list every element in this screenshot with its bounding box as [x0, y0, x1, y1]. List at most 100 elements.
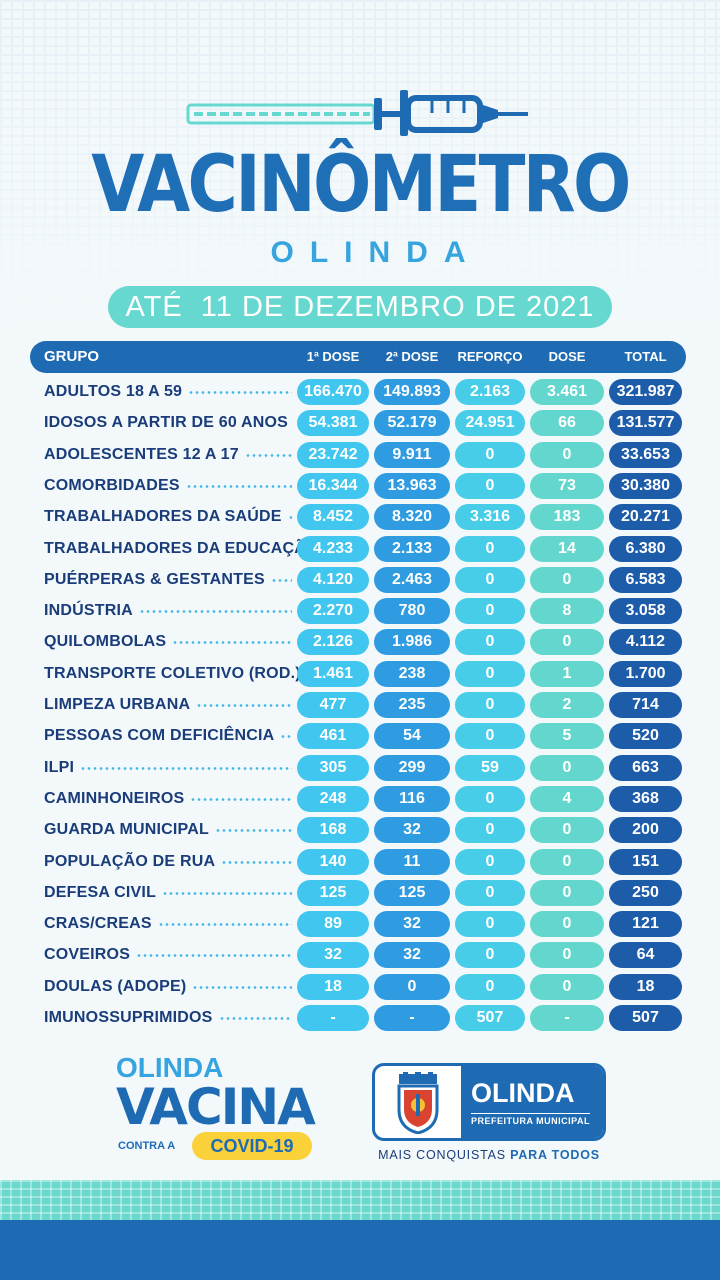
dose1-value: 54.381: [297, 410, 369, 437]
prefeitura-logo: OLINDA PREFEITURA MUNICIPAL: [372, 1063, 606, 1141]
table-row: CAMINHONEIROS 248 116 0 4 368: [0, 785, 720, 813]
dose2-value: 235: [374, 692, 450, 718]
date-badge: ATÉ 11 DE DEZEMBRO DE 2021: [108, 286, 612, 328]
dose1-value: 23.742: [297, 441, 369, 468]
table-row: COMORBIDADES 16.344 13.963 0 73 30.380: [0, 472, 720, 500]
dose-unica-value: 0: [530, 973, 604, 1000]
table-row: PESSOAS COM DEFICIÊNCIA 461 54 0 5 520: [0, 722, 720, 750]
logo-name: OLINDA: [471, 1078, 575, 1108]
dose-unica-value: 66: [530, 410, 604, 437]
leader-dots: [196, 704, 292, 707]
group-label: TRABALHADORES DA SAÚDE: [44, 508, 282, 526]
leader-dots: [162, 891, 292, 895]
table-header: GRUPO 1ª DOSE 2ª DOSE REFORÇO DOSE ÚNICA…: [30, 341, 686, 396]
dose-unica-value: 73: [530, 472, 604, 499]
tagline: MAIS CONQUISTAS PARA TODOS: [372, 1148, 606, 1162]
dose-unica-value: 4: [530, 785, 604, 812]
leader-dots: [245, 453, 292, 457]
header-reforco: REFORÇO: [457, 349, 523, 364]
reforco-value: 507: [455, 1005, 525, 1031]
leader-dots: [219, 1017, 292, 1020]
dose1-value: 16.344: [297, 472, 369, 499]
dose2-value: 13.963: [374, 472, 450, 499]
table-row: ILPI 305 299 59 0 663: [0, 754, 720, 782]
leader-dots: [190, 797, 292, 801]
reforco-value: 0: [455, 942, 525, 969]
reforco-value: 0: [455, 879, 525, 906]
bottom-pattern: [0, 1180, 720, 1220]
total-value: 520: [609, 723, 682, 750]
leader-dots: [139, 610, 292, 614]
dose2-value: 54: [374, 723, 450, 750]
covid-badge: COVID-19: [192, 1132, 312, 1160]
table-row: IDOSOS A PARTIR DE 60 ANOS 54.381 52.179 24…: [0, 409, 720, 437]
date-text: ATÉ 11 DE DEZEMBRO DE 2021: [125, 290, 595, 323]
dose2-value: 780: [374, 598, 450, 625]
group-label: GUARDA MUNICIPAL: [44, 821, 209, 839]
dose-unica-value: 0: [530, 942, 604, 969]
reforco-value: 0: [455, 848, 525, 875]
reforco-value: 0: [455, 472, 525, 499]
dose1-value: 8.452: [297, 504, 369, 531]
dose-unica-value: 0: [530, 629, 604, 656]
campaign-line2: VACINA: [116, 1078, 316, 1136]
leader-dots: [186, 484, 292, 488]
dose1-value: 4.233: [297, 535, 369, 562]
header-dose-unica: DOSE ÚNICA: [546, 349, 587, 396]
dose-unica-value: 183: [530, 504, 604, 531]
table-row: INDÚSTRIA 2.270 780 0 8 3.058: [0, 597, 720, 625]
dose-unica-value: 0: [530, 848, 604, 875]
dose-unica-value: -: [530, 1005, 604, 1031]
leader-dots: [271, 578, 292, 582]
reforco-value: 0: [455, 973, 525, 1000]
table-row: ADOLESCENTES 12 A 17 23.742 9.911 0 0 33.653: [0, 441, 720, 469]
table-row: DEFESA CIVIL 125 125 0 0 250: [0, 879, 720, 907]
dose2-value: 2.133: [374, 535, 450, 562]
reforco-value: 59: [455, 754, 525, 781]
dose2-value: 11: [374, 848, 450, 875]
dose2-value: 0: [374, 973, 450, 1000]
leader-dots: [280, 735, 292, 739]
reforco-value: 0: [455, 785, 525, 812]
header-dose2: 2ª DOSE: [385, 349, 439, 364]
dose1-value: 477: [297, 692, 369, 718]
group-label: INDÚSTRIA: [44, 602, 133, 620]
leader-dots: [188, 391, 292, 394]
dose1-value: 305: [297, 754, 369, 781]
dose-unica-value: 5: [530, 723, 604, 750]
group-label: ADOLESCENTES 12 A 17: [44, 445, 239, 463]
logo-panel: [461, 1066, 603, 1138]
dose2-value: 32: [374, 911, 450, 938]
campaign-line3: CONTRA A: [118, 1140, 176, 1152]
leader-dots: [172, 641, 292, 645]
reforco-value: 2.163: [455, 379, 525, 405]
dose1-value: 89: [297, 911, 369, 938]
total-value: 20.271: [609, 504, 682, 531]
group-label: IMUNOSSUPRIMIDOS: [44, 1009, 213, 1026]
group-label: ILPI: [44, 758, 75, 776]
total-value: 18: [609, 973, 682, 1000]
dose-unica-value: 0: [530, 441, 604, 468]
group-label: ADULTOS 18 A 59: [44, 383, 183, 400]
table-row: DOULAS (ADOPE) 18 0 0 0 18: [0, 973, 720, 1001]
table-row: QUILOMBOLAS 2.126 1.986 0 0 4.112: [0, 628, 720, 656]
table-row: TRANSPORTE COLETIVO (ROD.) 1.461 238 0 1 1.70…: [0, 660, 720, 688]
dose1-value: 18: [297, 973, 369, 1000]
group-label: COVEIROS: [44, 946, 131, 964]
reforco-value: 3.316: [455, 504, 525, 531]
logo-subtitle: PREFEITURA MUNICIPAL: [471, 1113, 590, 1126]
table-row: IMUNOSSUPRIMIDOS - -507-507: [0, 1004, 720, 1032]
table-row: POPULAÇÃO DE RUA 140 11 0 0 151: [0, 848, 720, 876]
table-row: TRABALHADORES DA SAÚDE 8.452 8.320 3.316 183…: [0, 503, 720, 531]
group-label: LIMPEZA URBANA: [44, 696, 191, 713]
table-row: PUÉRPERAS & GESTANTES 4.120 2.463 0 0 6.583: [0, 566, 720, 594]
dose-unica-value: 0: [530, 879, 604, 906]
leader-dots: [221, 860, 292, 864]
total-value: 4.112: [609, 629, 682, 656]
dose1-value: -: [297, 1005, 369, 1031]
dose-unica-value: 8: [530, 598, 604, 625]
reforco-value: 0: [455, 441, 525, 468]
campaign-line1: OLINDA: [116, 1052, 224, 1083]
table-row: TRABALHADORES DA EDUCAÇÃO 4.233 2.133 0 14 6.…: [0, 535, 720, 563]
leader-dots: [288, 516, 292, 520]
